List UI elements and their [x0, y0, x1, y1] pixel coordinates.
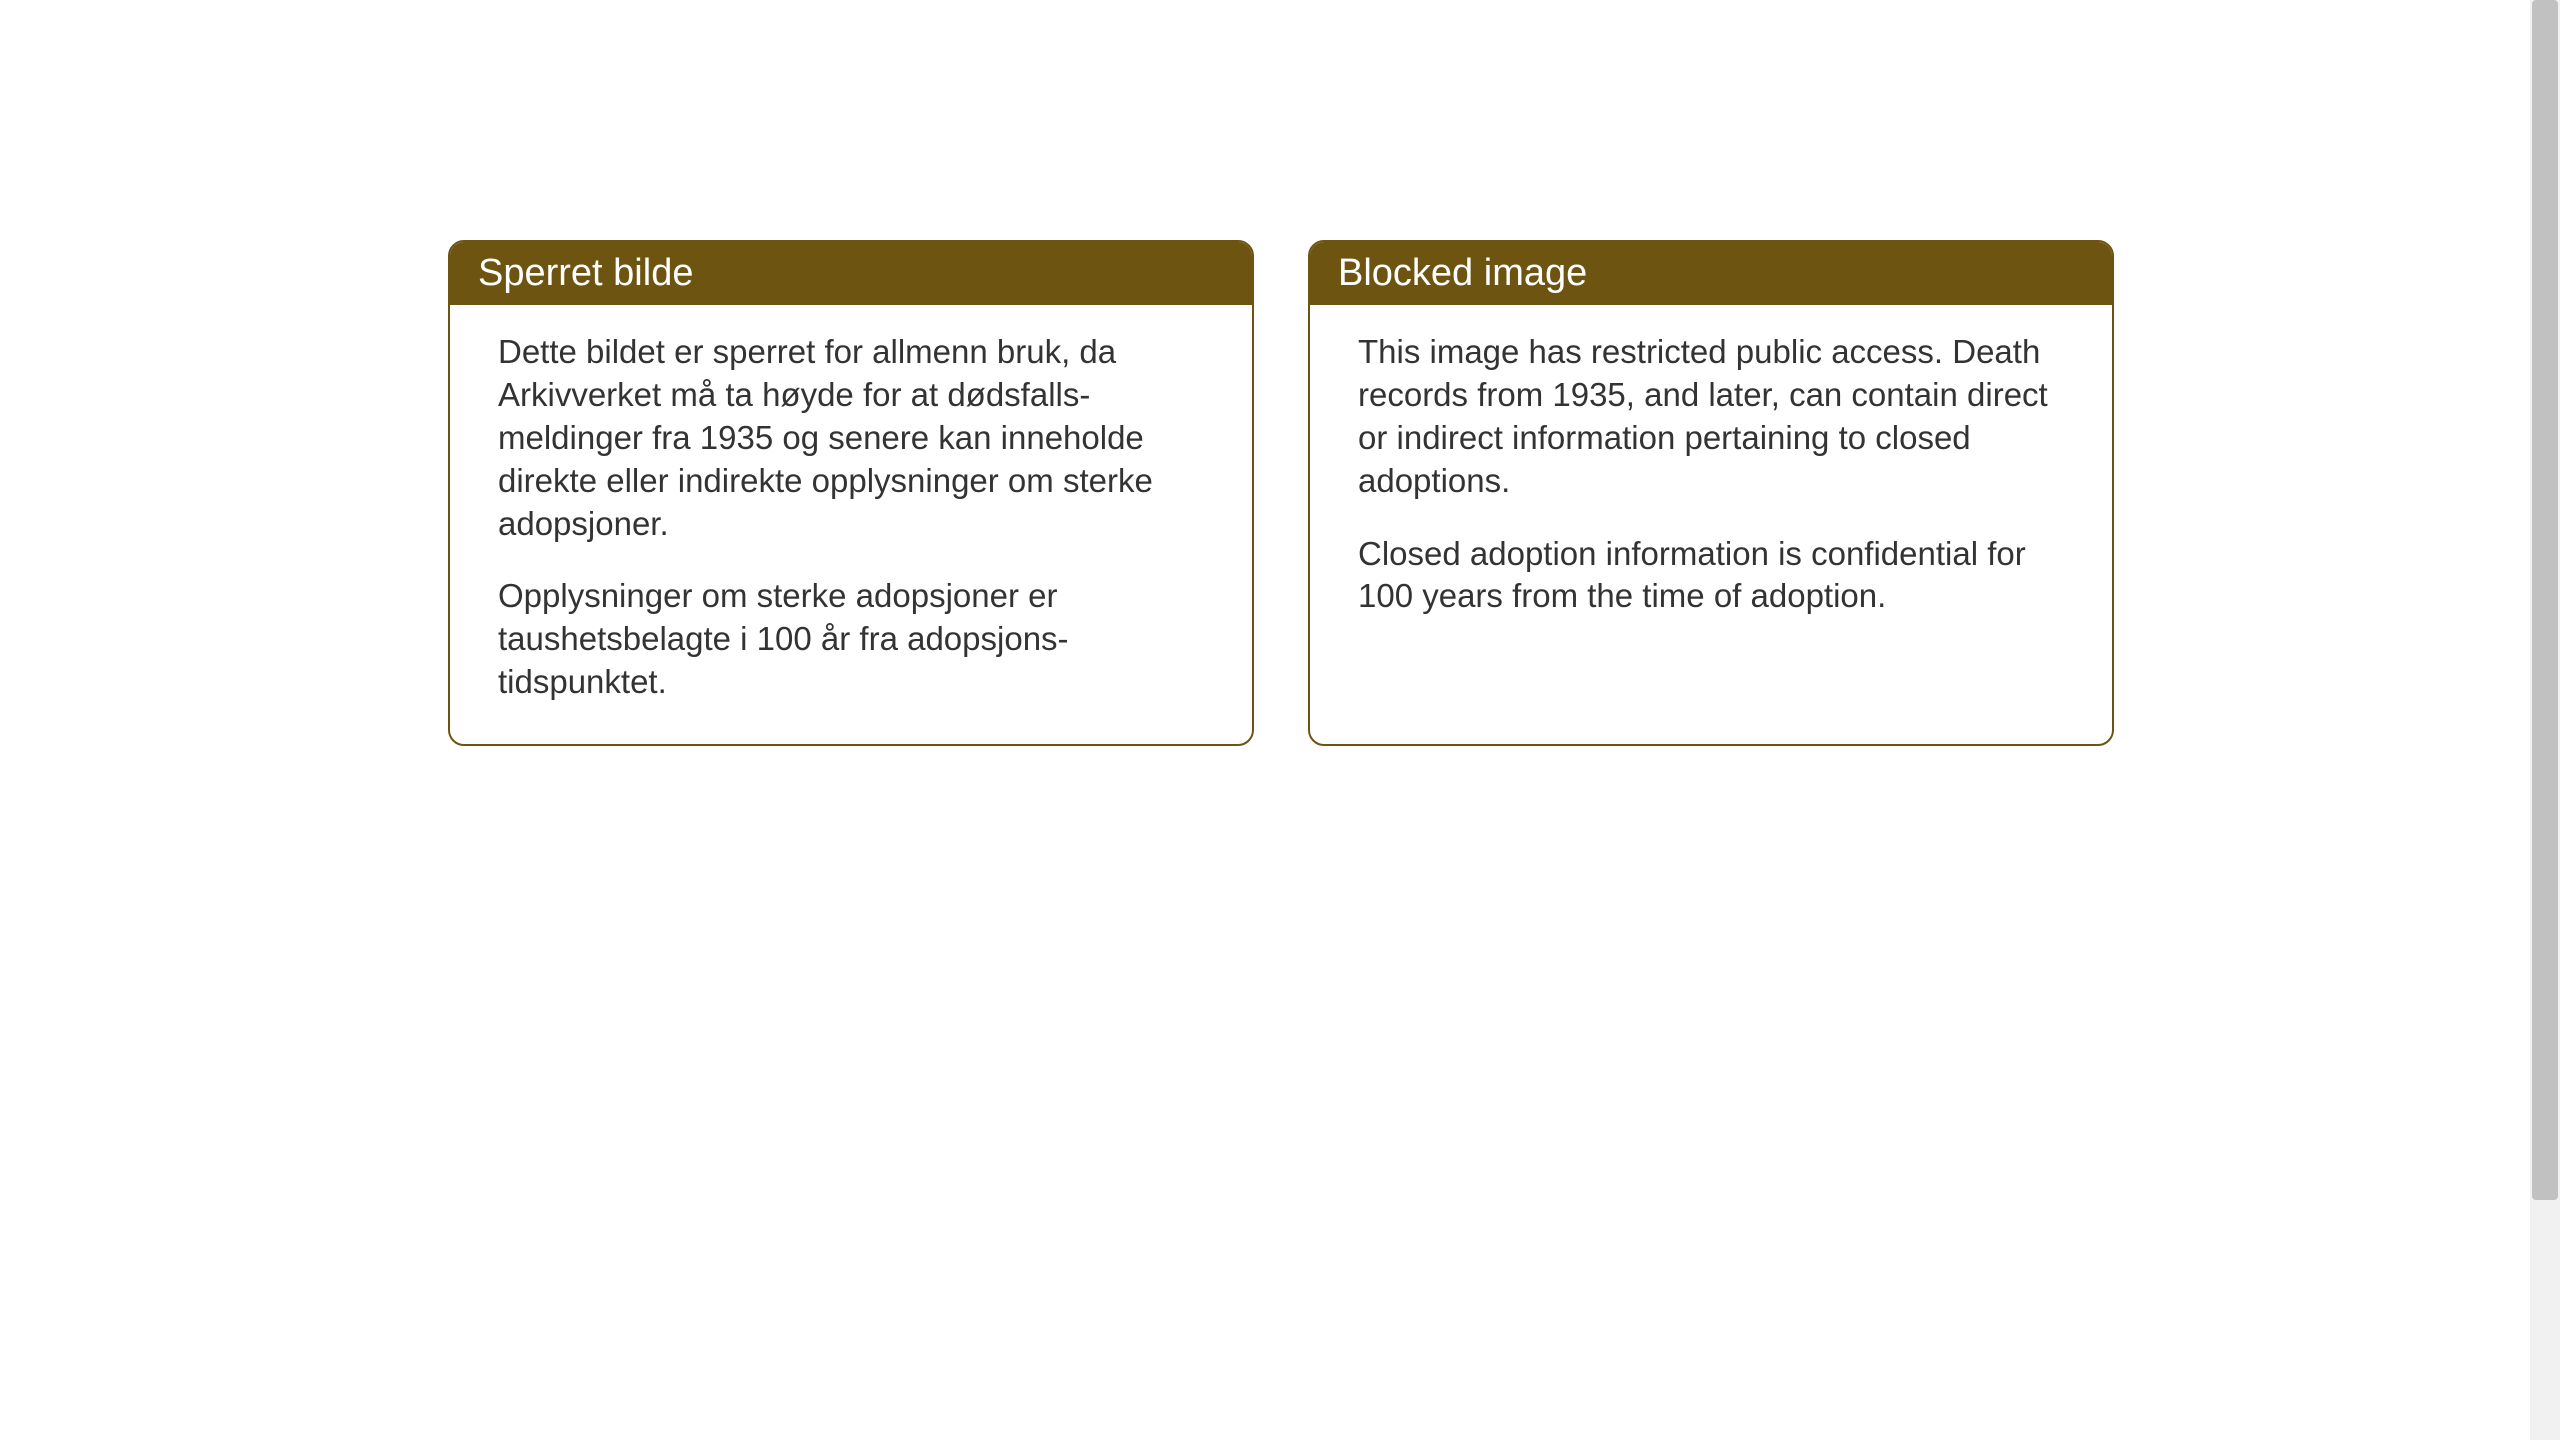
- notice-body-english: This image has restricted public access.…: [1310, 305, 2112, 658]
- notice-title-english: Blocked image: [1338, 252, 1587, 294]
- notice-paragraph-1-english: This image has restricted public access.…: [1358, 331, 2064, 503]
- notice-card-norwegian: Sperret bilde Dette bildet er sperret fo…: [448, 240, 1254, 746]
- notice-header-norwegian: Sperret bilde: [450, 242, 1252, 305]
- notice-paragraph-2-norwegian: Opplysninger om sterke adopsjoner er tau…: [498, 575, 1204, 704]
- notice-header-english: Blocked image: [1310, 242, 2112, 305]
- notice-title-norwegian: Sperret bilde: [478, 252, 693, 294]
- scrollbar-track[interactable]: [2530, 0, 2560, 1440]
- notice-container: Sperret bilde Dette bildet er sperret fo…: [448, 240, 2114, 746]
- notice-body-norwegian: Dette bildet er sperret for allmenn bruk…: [450, 305, 1252, 744]
- notice-card-english: Blocked image This image has restricted …: [1308, 240, 2114, 746]
- notice-paragraph-1-norwegian: Dette bildet er sperret for allmenn bruk…: [498, 331, 1204, 545]
- scrollbar-thumb[interactable]: [2532, 0, 2558, 1200]
- notice-paragraph-2-english: Closed adoption information is confident…: [1358, 533, 2064, 619]
